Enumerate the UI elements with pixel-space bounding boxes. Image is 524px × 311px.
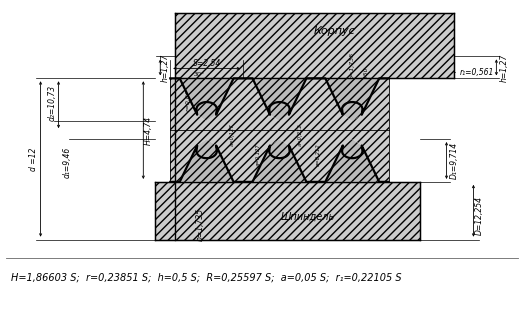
Text: a=0,127: a=0,127 — [230, 124, 235, 146]
Text: b=1,735: b=1,735 — [350, 52, 355, 79]
Polygon shape — [253, 78, 307, 121]
Polygon shape — [175, 13, 454, 78]
Text: a=0,212: a=0,212 — [315, 144, 320, 166]
Polygon shape — [180, 78, 234, 121]
Text: h=1,27: h=1,27 — [500, 53, 509, 81]
Text: a=0,212: a=0,212 — [298, 124, 302, 146]
Text: b=1,735: b=1,735 — [195, 208, 205, 241]
Text: H=1,86603 S;  r=0,23851 S;  h=0,5 S;  R=0,25597 S;  a=0,05 S;  r₁=0,22105 S: H=1,86603 S; r=0,23851 S; h=0,5 S; R=0,2… — [10, 272, 401, 282]
Text: r=0,606: r=0,606 — [185, 85, 191, 111]
Polygon shape — [253, 139, 307, 182]
Text: d₂=10,73: d₂=10,73 — [48, 85, 57, 121]
Text: d₁=9,46: d₁=9,46 — [63, 146, 72, 178]
Text: H=4,74: H=4,74 — [144, 116, 153, 145]
Text: D=12,254: D=12,254 — [475, 196, 484, 235]
Polygon shape — [155, 182, 420, 239]
Polygon shape — [170, 78, 389, 182]
Text: r₁=0,561: r₁=0,561 — [460, 68, 494, 77]
Polygon shape — [180, 78, 234, 121]
Polygon shape — [253, 78, 307, 121]
Polygon shape — [253, 139, 307, 182]
Polygon shape — [325, 139, 379, 182]
Text: D₁=9,714: D₁=9,714 — [450, 142, 459, 179]
Text: 30°: 30° — [194, 72, 205, 77]
Polygon shape — [180, 139, 234, 182]
Text: Корпус: Корпус — [314, 26, 356, 35]
Polygon shape — [325, 78, 379, 121]
Text: d =12: d =12 — [29, 147, 38, 171]
Text: Шпиндель: Шпиндель — [280, 212, 334, 222]
Text: R=0,650: R=0,650 — [364, 67, 369, 94]
Text: h=1,27: h=1,27 — [161, 53, 170, 81]
Polygon shape — [325, 139, 379, 182]
Text: S=2,54: S=2,54 — [192, 59, 221, 68]
Polygon shape — [180, 139, 234, 182]
Text: a=0,127: a=0,127 — [256, 144, 260, 166]
Polygon shape — [325, 78, 379, 121]
